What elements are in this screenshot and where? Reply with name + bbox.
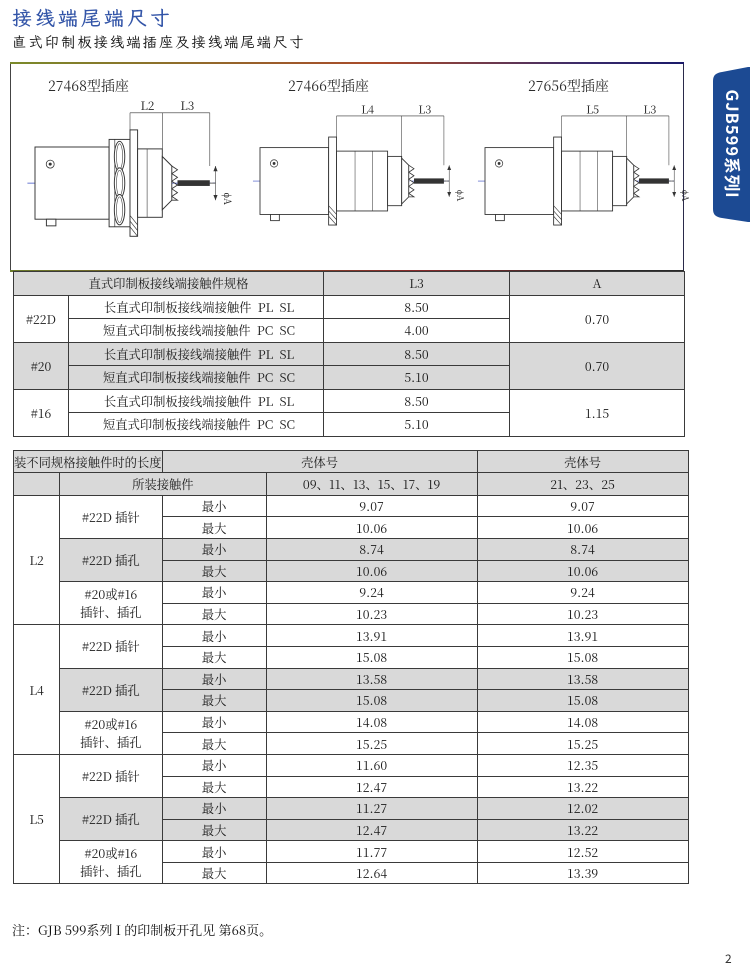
svg-text:L3: L3 — [418, 101, 431, 117]
svg-text:ϕA: ϕA — [679, 190, 693, 202]
svg-text:ϕA: ϕA — [221, 193, 235, 206]
svg-text:L2: L2 — [140, 97, 154, 114]
svg-text:L3: L3 — [180, 97, 194, 114]
svg-text:L4: L4 — [361, 101, 374, 117]
svg-text:ϕA: ϕA — [454, 190, 468, 202]
svg-text:L3: L3 — [643, 101, 656, 117]
svg-text:L5: L5 — [586, 101, 599, 117]
